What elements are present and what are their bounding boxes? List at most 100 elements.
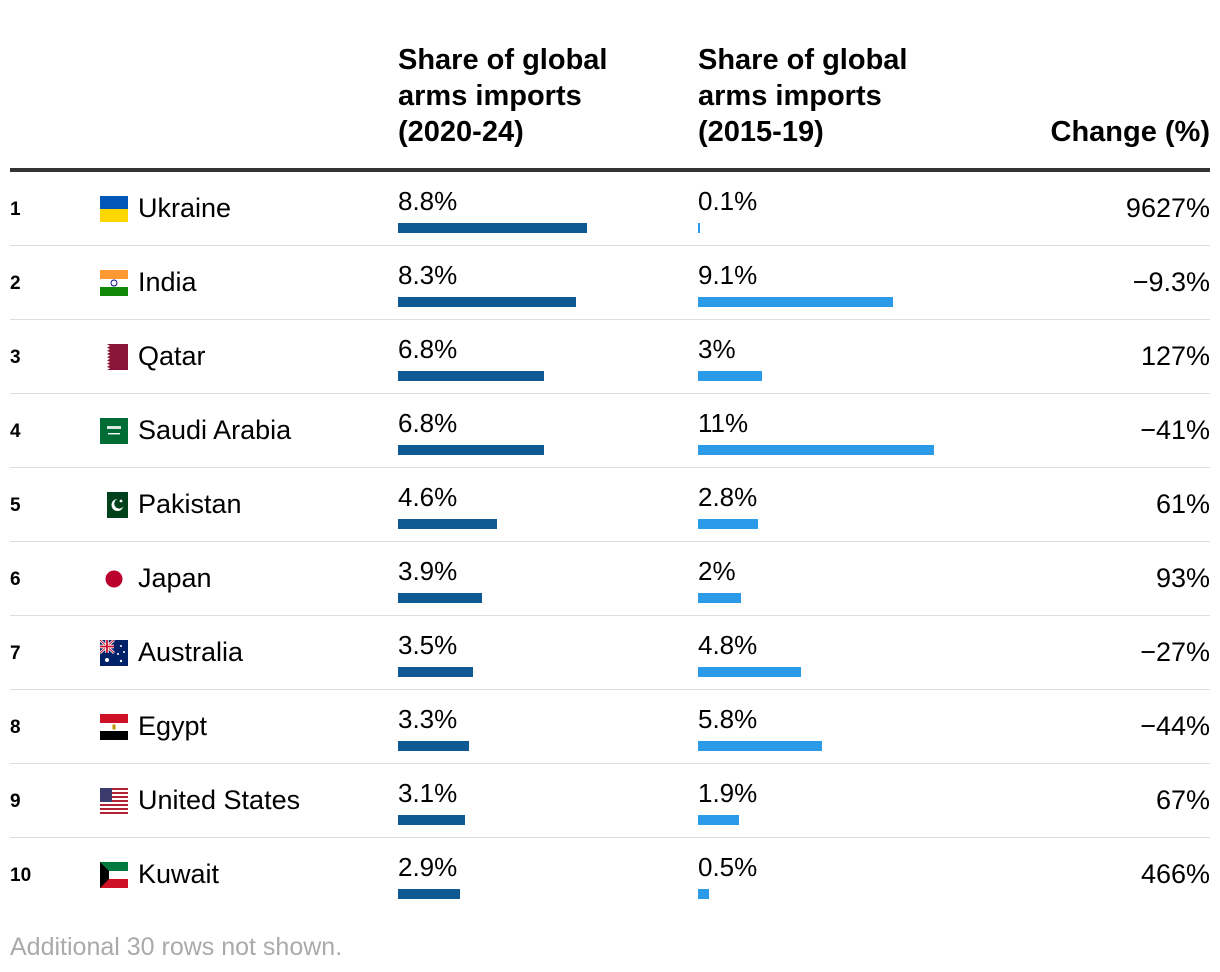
share-2015-19-label: 1.9% <box>698 778 758 808</box>
rank-number: 8 <box>10 717 21 738</box>
share-2020-24-label: 3.9% <box>398 556 458 586</box>
share-2015-19-bar <box>698 445 934 455</box>
share-2020-24-label: 3.5% <box>398 630 458 660</box>
share-2020-24-bar <box>398 889 460 899</box>
share-2020-24-bar <box>398 815 465 825</box>
share-2015-19-bar <box>698 297 893 307</box>
share-2020-24-bar <box>398 741 469 751</box>
table-row: 4 Saudi Arabia 6.8% 11% −41% <box>10 394 1210 468</box>
share-2015-19-bar <box>698 593 741 603</box>
share-2015-19-label: 9.1% <box>698 260 758 290</box>
share-2015-19-bar <box>698 223 700 233</box>
share-2015-19-bar <box>698 667 801 677</box>
share-2015-19-label: 11% <box>698 408 749 438</box>
change-percent: 93% <box>1155 563 1210 593</box>
header-line: Share of global <box>698 44 908 76</box>
rank-number: 3 <box>10 347 21 368</box>
rank-number: 9 <box>10 791 21 812</box>
header-change[interactable]: Change (%) <box>1050 116 1211 148</box>
australia-flag-icon <box>99 639 128 666</box>
share-2020-24-label: 3.3% <box>398 704 458 734</box>
qatar-flag-icon <box>100 344 128 370</box>
share-2015-19-label: 2% <box>698 556 736 586</box>
arms-imports-table: Share of global arms imports (2020-24) S… <box>10 0 1210 912</box>
india-flag-icon <box>100 270 128 296</box>
share-2020-24-label: 4.6% <box>398 482 458 512</box>
table-header: Share of global arms imports (2020-24) S… <box>10 0 1210 172</box>
share-2020-24-label: 8.8% <box>398 186 458 216</box>
rank-number: 10 <box>10 865 32 886</box>
table-row: 6 Japan 3.9% 2% 93% <box>10 542 1210 616</box>
share-2020-24-bar <box>398 445 544 455</box>
header-share-2015-19[interactable]: Share of global arms imports (2015-19) <box>698 42 978 150</box>
share-2015-19-label: 0.1% <box>698 186 758 216</box>
country-name: India <box>138 267 197 297</box>
pakistan-flag-icon <box>100 492 128 518</box>
change-percent: −41% <box>1140 415 1210 445</box>
header-line: (2015-19) <box>698 116 824 148</box>
share-2015-19-bar <box>698 889 709 899</box>
change-percent: 466% <box>1140 859 1210 889</box>
share-2020-24-label: 2.9% <box>398 852 458 882</box>
country-name: Saudi Arabia <box>138 415 292 445</box>
share-2020-24-bar <box>398 593 482 603</box>
header-share-2020-24[interactable]: Share of global arms imports (2020-24) <box>398 42 678 150</box>
country-name: Japan <box>138 563 212 593</box>
country-name: Australia <box>138 637 244 667</box>
rank-number: 6 <box>10 569 21 590</box>
table-row: 2 India 8.3% 9.1% −9.3% <box>10 246 1210 320</box>
share-2015-19-label: 0.5% <box>698 852 758 882</box>
share-2020-24-bar <box>398 519 497 529</box>
header-line: arms imports <box>398 80 582 112</box>
share-2015-19-bar <box>698 519 758 529</box>
country-name: Ukraine <box>138 193 232 223</box>
country-name: Kuwait <box>138 859 220 889</box>
change-percent: 67% <box>1155 785 1210 815</box>
table-row: 8 Egypt 3.3% 5.8% −44% <box>10 690 1210 764</box>
table-row: 1 Ukraine 8.8% 0.1% 9627% <box>10 172 1210 246</box>
share-2015-19-label: 2.8% <box>698 482 758 512</box>
table-row: 3 Qatar 6.8% 3% 127% <box>10 320 1210 394</box>
saudi-arabia-flag-icon <box>100 418 128 444</box>
table-row: 9 United States 3.1% 1.9% 67% <box>10 764 1210 838</box>
change-percent: 9627% <box>1125 193 1210 223</box>
japan-flag-icon <box>100 566 128 592</box>
share-2020-24-label: 6.8% <box>398 334 458 364</box>
rank-number: 1 <box>10 199 21 220</box>
change-percent: −27% <box>1140 637 1210 667</box>
ukraine-flag-icon <box>100 196 128 222</box>
change-percent: 61% <box>1155 489 1210 519</box>
table-row: 7 Australia 3.5% 4.8% −27% <box>10 616 1210 690</box>
share-2020-24-label: 3.1% <box>398 778 458 808</box>
country-name: Pakistan <box>138 489 242 519</box>
united-states-flag-icon <box>100 788 128 814</box>
share-2020-24-label: 8.3% <box>398 260 458 290</box>
share-2020-24-bar <box>398 371 544 381</box>
share-2015-19-label: 3% <box>698 334 736 364</box>
rank-number: 2 <box>10 273 21 294</box>
table-row: 10 Kuwait 2.9% 0.5% 466% <box>10 838 1210 912</box>
egypt-flag-icon <box>100 714 128 740</box>
table-row: 5 Pakistan 4.6% 2.8% 61% <box>10 468 1210 542</box>
share-2015-19-bar <box>698 741 822 751</box>
kuwait-flag-icon <box>100 862 128 888</box>
country-name: Egypt <box>138 711 208 741</box>
header-line: Share of global <box>398 44 608 76</box>
share-2020-24-bar <box>398 223 587 233</box>
rank-number: 5 <box>10 495 21 516</box>
share-2015-19-label: 5.8% <box>698 704 758 734</box>
header-line: (2020-24) <box>398 116 524 148</box>
rank-number: 7 <box>10 643 21 664</box>
share-2020-24-label: 6.8% <box>398 408 458 438</box>
share-2020-24-bar <box>398 667 473 677</box>
country-name: United States <box>138 785 301 815</box>
change-percent: 127% <box>1140 341 1210 371</box>
rank-number: 4 <box>10 421 21 442</box>
share-2015-19-label: 4.8% <box>698 630 758 660</box>
share-2020-24-bar <box>398 297 576 307</box>
country-name: Qatar <box>138 341 206 371</box>
table-body: 1 Ukraine 8.8% 0.1% 9627% 2 India 8.3% 9.1% −9.3%… <box>10 172 1210 912</box>
share-2015-19-bar <box>698 815 739 825</box>
footer-note: Additional 30 rows not shown. <box>10 933 343 961</box>
share-2015-19-bar <box>698 371 762 381</box>
